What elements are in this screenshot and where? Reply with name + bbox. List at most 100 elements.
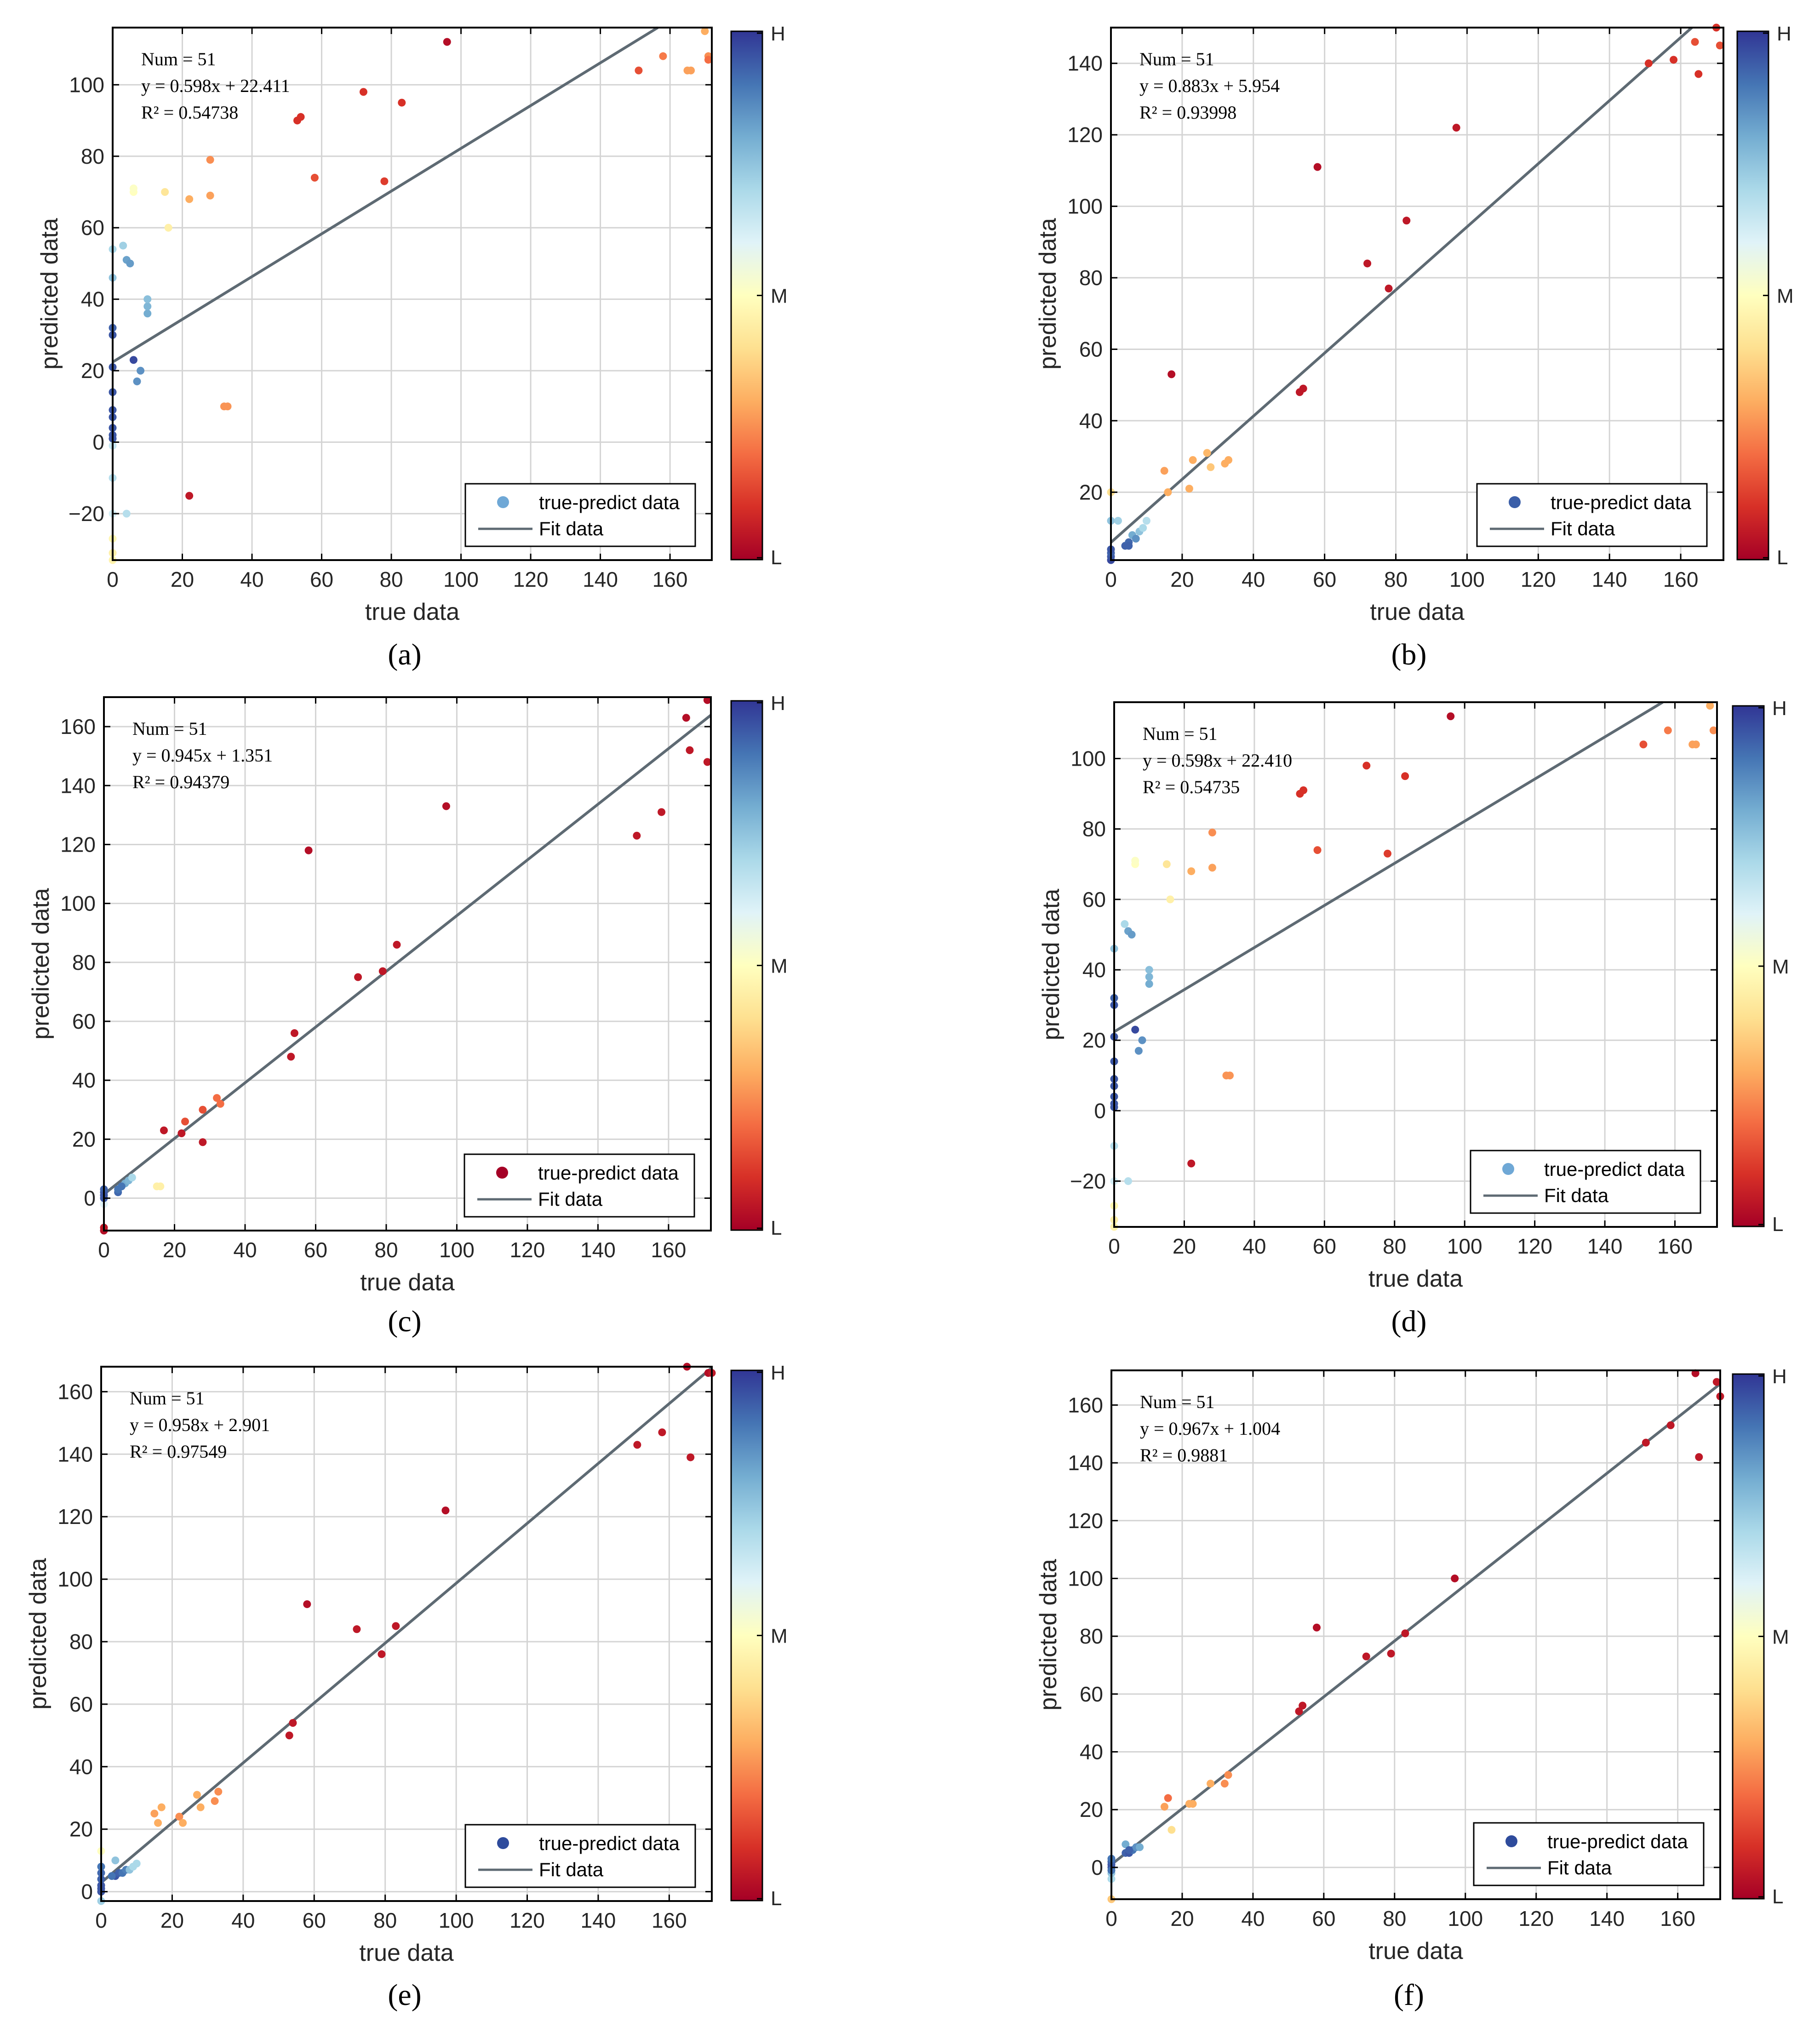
x-tick-label: 160 bbox=[652, 1908, 687, 1932]
data-point bbox=[1145, 973, 1153, 981]
data-point bbox=[1387, 1650, 1395, 1658]
data-point bbox=[1160, 467, 1168, 475]
x-tick-label: 160 bbox=[1657, 1234, 1693, 1258]
legend-entry-scatter: true-predict data bbox=[1551, 492, 1691, 513]
y-tick-label: 120 bbox=[1067, 123, 1103, 147]
data-point bbox=[304, 846, 313, 854]
legend-entry-fit: Fit data bbox=[1544, 1185, 1609, 1206]
data-point bbox=[111, 1856, 120, 1865]
x-tick-label: 60 bbox=[304, 1238, 327, 1262]
annotation-line: R² = 0.94379 bbox=[132, 772, 229, 792]
y-tick-label: 80 bbox=[69, 1630, 93, 1654]
data-point bbox=[164, 223, 172, 232]
data-point bbox=[1384, 849, 1392, 858]
data-point bbox=[1447, 712, 1455, 721]
data-point bbox=[687, 66, 695, 74]
x-axis-label: true data bbox=[1368, 1266, 1463, 1292]
x-tick-label: 80 bbox=[374, 1238, 398, 1262]
x-tick-label: 80 bbox=[1383, 1907, 1406, 1930]
data-point bbox=[1402, 217, 1411, 225]
data-point bbox=[1716, 41, 1724, 50]
y-tick-label: −20 bbox=[69, 502, 104, 526]
x-tick-label: 140 bbox=[581, 1908, 616, 1932]
y-tick-label: 140 bbox=[1068, 1451, 1103, 1475]
data-point bbox=[1131, 1025, 1139, 1034]
x-tick-label: 80 bbox=[373, 1908, 397, 1932]
colorbar-label-h: H bbox=[771, 692, 785, 715]
legend-entry-fit: Fit data bbox=[539, 518, 604, 539]
data-point bbox=[310, 173, 319, 182]
y-tick-label: 160 bbox=[60, 715, 96, 739]
data-point bbox=[117, 1182, 126, 1191]
y-tick-label: 100 bbox=[1070, 747, 1106, 771]
data-point bbox=[154, 1819, 162, 1827]
legend-marker bbox=[1505, 1835, 1517, 1847]
y-tick-label: 80 bbox=[72, 951, 96, 974]
colorbar-label-h: H bbox=[1777, 23, 1791, 45]
data-point bbox=[1401, 1629, 1409, 1638]
x-tick-label: 60 bbox=[1313, 567, 1336, 591]
y-tick-label: 20 bbox=[1082, 1028, 1106, 1052]
data-point bbox=[1691, 1369, 1700, 1377]
annotation-line: y = 0.945x + 1.351 bbox=[132, 745, 273, 766]
x-tick-label: 140 bbox=[580, 1238, 616, 1262]
data-point bbox=[1295, 1707, 1303, 1716]
data-point bbox=[1208, 828, 1216, 836]
data-point bbox=[1694, 70, 1703, 78]
data-point bbox=[150, 1810, 159, 1818]
x-tick-label: 40 bbox=[1242, 567, 1265, 591]
data-point bbox=[185, 492, 194, 500]
data-point bbox=[156, 1182, 165, 1191]
x-tick-label: 100 bbox=[439, 1908, 474, 1932]
data-point bbox=[199, 1138, 207, 1146]
x-axis-label: true data bbox=[1368, 1938, 1463, 1965]
legend-entry-scatter: true-predict data bbox=[539, 1833, 680, 1854]
x-tick-label: 120 bbox=[1521, 567, 1556, 591]
data-point bbox=[206, 156, 214, 164]
fit-line bbox=[100, 1366, 713, 1884]
data-point bbox=[129, 184, 137, 193]
axes-frame bbox=[103, 696, 712, 1231]
annotation-line: y = 0.967x + 1.004 bbox=[1140, 1418, 1280, 1439]
data-point bbox=[285, 1731, 293, 1740]
fit-line bbox=[1113, 701, 1664, 1033]
data-point bbox=[1299, 1701, 1307, 1710]
data-point bbox=[1224, 1771, 1232, 1779]
legend-entry-scatter: true-predict data bbox=[538, 1162, 679, 1184]
fit-line bbox=[103, 714, 712, 1196]
data-point bbox=[1132, 534, 1140, 543]
data-point bbox=[1362, 1652, 1370, 1661]
y-tick-label: 40 bbox=[1080, 1740, 1103, 1764]
panel-e: 0 20 40 60 80 100 120 140 160 0 20 40 60 80 100 120 140 1… bbox=[25, 1362, 788, 2012]
annotation-line: Num = 51 bbox=[1140, 1392, 1215, 1412]
plot-background bbox=[101, 1367, 712, 1901]
colorbar-label-l: L bbox=[1777, 546, 1788, 569]
data-point bbox=[1124, 1177, 1132, 1185]
data-point bbox=[1208, 864, 1216, 872]
panel-caption: (c) bbox=[388, 1305, 421, 1338]
y-tick-label: −20 bbox=[1070, 1169, 1106, 1193]
data-point bbox=[1313, 846, 1322, 854]
data-point bbox=[1313, 163, 1322, 171]
data-point bbox=[633, 831, 641, 840]
colorbar-label-l: L bbox=[771, 1217, 782, 1239]
y-tick-label: 0 bbox=[92, 430, 104, 454]
x-tick-label: 0 bbox=[107, 567, 119, 591]
data-point bbox=[179, 1819, 187, 1827]
data-point bbox=[635, 66, 643, 74]
legend: true-predict data Fit data bbox=[1470, 1150, 1701, 1214]
data-point bbox=[1225, 456, 1233, 464]
x-tick-label: 140 bbox=[583, 567, 618, 591]
x-tick-label: 40 bbox=[233, 1238, 257, 1262]
data-point bbox=[443, 38, 451, 46]
colorbar-label-m: M bbox=[1777, 285, 1794, 308]
data-point bbox=[214, 1787, 223, 1796]
y-tick-label: 40 bbox=[1079, 409, 1103, 433]
y-tick-label: 100 bbox=[1067, 195, 1103, 218]
x-tick-label: 120 bbox=[513, 567, 549, 591]
x-tick-label: 120 bbox=[1517, 1234, 1552, 1258]
x-tick-label: 0 bbox=[1105, 567, 1117, 591]
axes-frame bbox=[1110, 1369, 1721, 1900]
x-tick-label: 120 bbox=[1518, 1907, 1554, 1930]
y-tick-label: 100 bbox=[60, 892, 96, 916]
